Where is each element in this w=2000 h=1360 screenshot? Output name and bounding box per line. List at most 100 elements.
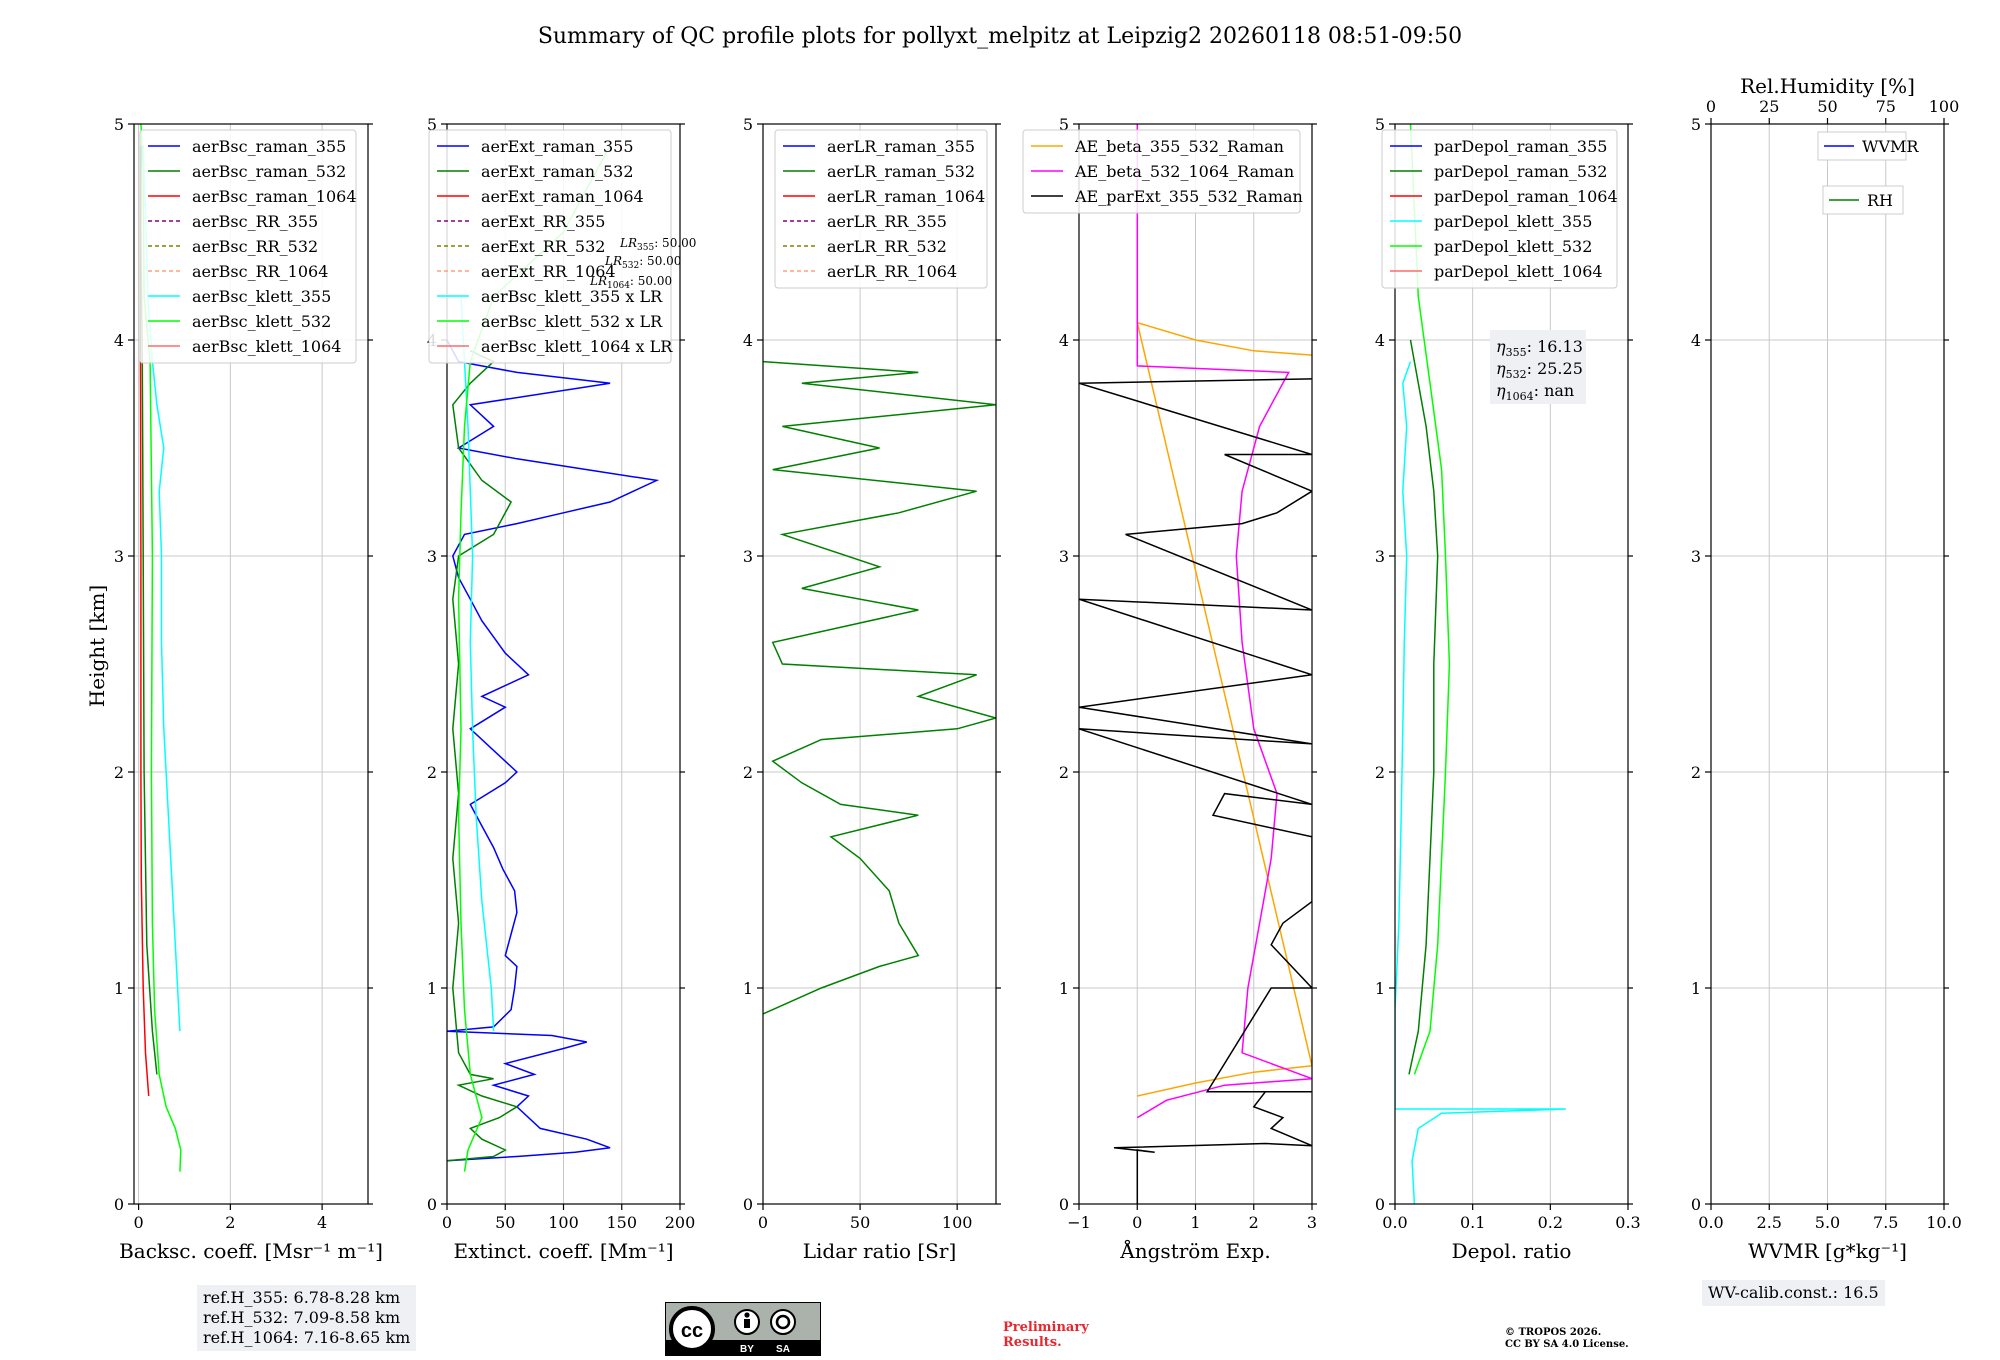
series-parDepol_klett_355 (1395, 361, 1566, 1204)
y-tick-label: 3 (114, 547, 124, 566)
legend-label: aerExt_RR_532 (481, 237, 605, 256)
ref-height-1064: ref.H_1064: 7.16-8.65 km (203, 1328, 411, 1347)
badge-by-label: BY (740, 1344, 754, 1355)
x-tick-label: 7.5 (1873, 1213, 1898, 1232)
badge-sa-label: SA (776, 1344, 790, 1355)
legend: parDepol_raman_355 parDepol_raman_532 parD… (1381, 129, 1618, 289)
x-axis-label: Depol. ratio (1452, 1239, 1572, 1263)
x-tick-label: 0.1 (1460, 1213, 1485, 1232)
x-axis-label: Ångström Exp. (1119, 1238, 1270, 1263)
legend-label: aerExt_raman_1064 (481, 187, 644, 206)
eta-box: η355: 16.13 η532: 25.25 η1064: nan (1490, 330, 1586, 404)
y-tick-label: 4 (1691, 331, 1701, 350)
legend-label: aerLR_raman_355 (827, 137, 975, 156)
copyright-note: © TROPOS 2026. CC BY SA 4.0 License. (1505, 1327, 1629, 1351)
chart-panels: 0 2 4 0 1 2 3 4 5 Backsc. coeff. [Msr⁻¹ m⁻¹] aerBs… (114, 74, 1962, 1263)
x-tick-label: 200 (665, 1213, 696, 1232)
panel-frame (762, 123, 997, 1205)
legend: aerBsc_raman_355 aerBsc_raman_532 aerBsc_r… (139, 129, 357, 364)
legend-label: aerBsc_raman_1064 (192, 187, 357, 206)
y-tick-label: 3 (1059, 547, 1069, 566)
copyright-line-2: CC BY SA 4.0 License. (1505, 1339, 1629, 1350)
eta-532: η532: 25.25 (1496, 359, 1583, 381)
ref-height-532: ref.H_532: 7.09-8.58 km (203, 1308, 401, 1327)
legend-box (1022, 129, 1301, 214)
series-AE_beta_532_1064_Raman (1136, 124, 1312, 1119)
series-AE_parExt_355_532_Raman (1079, 378, 1312, 1204)
x-tick-label: 0.3 (1615, 1213, 1640, 1232)
legend-label: aerBsc_RR_355 (192, 212, 318, 231)
preliminary-line-1: Preliminary (1003, 1320, 1089, 1335)
y-tick-label: 0 (1691, 1195, 1701, 1214)
x-tick-label: −1 (1067, 1213, 1091, 1232)
legend-label: AE_beta_355_532_Raman (1074, 137, 1284, 156)
x-tick-label: 2.5 (1757, 1213, 1782, 1232)
lr-1064: LR1064: 50.00 (589, 274, 672, 291)
y-tick-label: 1 (427, 979, 437, 998)
legend-label: aerBsc_RR_1064 (192, 262, 328, 281)
y-tick-label: 2 (114, 763, 124, 782)
series-AE_beta_355_532_Raman (1136, 321, 1312, 1097)
y-tick-label: 2 (427, 763, 437, 782)
copyright-line-1: © TROPOS 2026. (1505, 1327, 1602, 1338)
panel-frame (1394, 123, 1629, 1205)
legend-label: aerLR_raman_532 (827, 162, 975, 181)
legend-box (428, 129, 672, 364)
legend-label: aerLR_raman_1064 (827, 187, 985, 206)
y-tick-label: 0 (1059, 1195, 1069, 1214)
top-x-tick-label: 50 (1817, 97, 1837, 116)
y-tick-label: 2 (1375, 763, 1385, 782)
legend: AE_beta_355_532_Raman AE_beta_532_1064_Ra… (1022, 129, 1303, 214)
x-tick-label: 2 (225, 1213, 235, 1232)
series-aerBsc_raman_1064 (139, 167, 150, 1097)
series-aerExt_raman_532 (447, 350, 519, 1162)
figure-title: Summary of QC profile plots for pollyxt_… (538, 24, 1462, 49)
legend-label: parDepol_raman_355 (1434, 137, 1607, 156)
y-tick-label: 5 (114, 115, 124, 134)
lr-355: LR355: 50.00 (619, 236, 696, 253)
y-tick-label: 3 (1691, 547, 1701, 566)
legend-box (139, 129, 357, 364)
panel-backscatter: 0 2 4 0 1 2 3 4 5 Backsc. coeff. [Msr⁻¹ m⁻¹] aerBs… (114, 115, 383, 1263)
legend-label: aerBsc_klett_355 x LR (481, 287, 663, 306)
y-tick-label: 5 (1059, 115, 1069, 134)
lr-532: LR532: 50.00 (604, 254, 681, 271)
legend-label: AE_beta_532_1064_Raman (1074, 162, 1294, 181)
y-tick-label: 3 (1375, 547, 1385, 566)
x-tick-label: 0.0 (1698, 1213, 1723, 1232)
y-tick-label: 2 (743, 763, 753, 782)
cc-logo-icon (669, 1306, 715, 1352)
panel-frame (133, 123, 369, 1205)
x-tick-label: 4 (317, 1213, 327, 1232)
y-tick-label: 2 (1691, 763, 1701, 782)
y-tick-label: 4 (1059, 331, 1069, 350)
legend-label: aerLR_RR_532 (827, 237, 947, 256)
y-tick-label: 4 (743, 331, 753, 350)
legend-box (774, 129, 988, 289)
series-aerExt_raman_355 (447, 339, 660, 1162)
preliminary-line-2: Results. (1003, 1335, 1062, 1350)
sa-share-icon (770, 1309, 796, 1335)
x-tick-label: 100 (942, 1213, 973, 1232)
panel-extinction: 050100150200012345Extinct. coeff. [Mm⁻¹]… (427, 115, 695, 1263)
x-tick-label: 1 (1190, 1213, 1200, 1232)
y-tick-label: 4 (1375, 331, 1385, 350)
lr-annotations: LR355: 50.00 LR532: 50.00 LR1064: 50.00 (589, 236, 696, 291)
x-tick-label: 2 (1249, 1213, 1259, 1232)
x-axis-label: Lidar ratio [Sr] (803, 1239, 957, 1263)
y-tick-label: 2 (1059, 763, 1069, 782)
y-tick-label: 0 (743, 1195, 753, 1214)
legend-label: aerExt_RR_1064 (481, 262, 616, 281)
y-tick-label: 5 (743, 115, 753, 134)
y-tick-label: 0 (114, 1195, 124, 1214)
x-tick-label: 0.0 (1382, 1213, 1407, 1232)
x-tick-label: 0 (758, 1213, 768, 1232)
top-x-tick-label: 0 (1706, 97, 1716, 116)
legend: aerLR_raman_355 aerLR_raman_532 aerLR_rama… (774, 129, 988, 289)
panel-water-vapor: 0.0 2.5 5.0 7.5 10.0 0 1 2 3 4 5 WVMR [g*kg⁻¹] 0 25 50… (1691, 74, 1962, 1263)
x-tick-label: 10.0 (1926, 1213, 1962, 1232)
legend-label: aerBsc_raman_355 (192, 137, 346, 156)
panel-depolarization: 0.0 0.1 0.2 0.3 0 1 2 3 4 5 Depol. ratio parDepol_r… (1375, 115, 1641, 1263)
